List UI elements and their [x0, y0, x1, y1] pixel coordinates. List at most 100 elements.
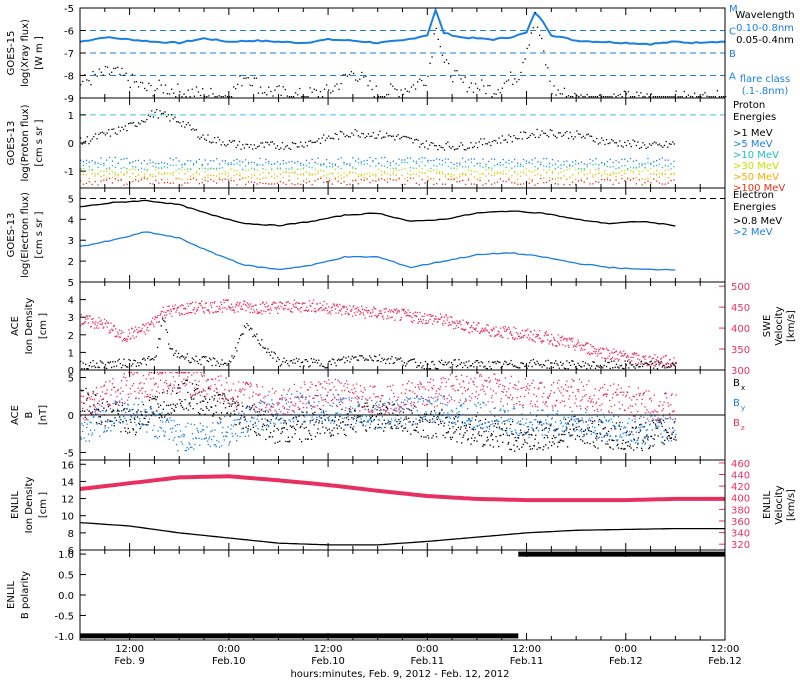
proton-series [291, 172, 293, 174]
proton-series [595, 180, 597, 183]
proton-series [210, 142, 212, 144]
series-b-component [278, 419, 280, 421]
series-ace-velocity [501, 336, 503, 338]
series-b-component [397, 427, 399, 429]
proton-series [250, 161, 253, 163]
series-xray-short [625, 93, 628, 95]
series-b-component [414, 429, 416, 431]
series-b-component [168, 421, 170, 423]
proton-series [618, 182, 620, 184]
series-ace-density [664, 367, 666, 369]
proton-series [337, 176, 339, 178]
proton-series [505, 180, 507, 183]
legend-item: >0.8 MeV [733, 216, 782, 227]
series-b-component [470, 443, 472, 445]
proton-series [204, 171, 206, 173]
series-xray-short [323, 88, 326, 90]
series-b-component [240, 432, 243, 434]
series-ace-velocity [579, 344, 581, 347]
series-xray-short [218, 95, 220, 97]
series-b-component [412, 407, 415, 409]
proton-series [126, 157, 128, 159]
series-b-component [400, 401, 403, 403]
series-b-component [316, 405, 319, 407]
series-ace-density [454, 359, 456, 361]
series-b-component [607, 430, 610, 432]
proton-series [528, 178, 530, 180]
series-b-component [582, 436, 584, 438]
series-xray-short [702, 94, 704, 96]
series-ace-velocity [612, 352, 614, 354]
series-ace-density [391, 355, 393, 358]
series-b-component [370, 419, 372, 422]
series-b-component [218, 417, 221, 419]
series-b-component [474, 428, 477, 430]
series-b-component [312, 414, 315, 416]
series-ace-velocity [428, 314, 430, 316]
series-ace-velocity [234, 306, 237, 308]
series-ace-velocity [261, 313, 263, 315]
series-b-component [398, 422, 401, 425]
series-b-component [572, 429, 575, 431]
proton-series [329, 137, 331, 139]
proton-series [627, 168, 629, 170]
series-ace-density [326, 366, 329, 369]
series-ace-density [147, 357, 149, 360]
series-ace-velocity [111, 328, 113, 330]
series-ace-velocity [272, 302, 274, 304]
series-b-component [80, 395, 82, 397]
series-b-component [82, 389, 84, 392]
series-b-component [317, 428, 319, 430]
series-b-component [633, 439, 635, 442]
series-b-component [480, 435, 483, 437]
proton-series [503, 139, 505, 141]
series-b-component [654, 423, 657, 425]
proton-series [566, 160, 568, 162]
proton-series [111, 160, 114, 162]
series-xray-short [404, 88, 406, 90]
proton-series [430, 178, 432, 180]
series-ace-velocity [639, 359, 641, 361]
series-ace-density [318, 359, 320, 361]
proton-series [276, 161, 279, 163]
series-b-component [412, 421, 415, 423]
series-ace-velocity [535, 336, 537, 338]
series-b-component [593, 445, 595, 447]
proton-series [546, 181, 548, 183]
series-ace-density [417, 365, 419, 367]
proton-series [563, 164, 565, 166]
proton-series [126, 183, 128, 185]
proton-series [632, 172, 635, 174]
proton-frame [79, 97, 726, 189]
proton-series [253, 162, 255, 164]
series-ace-density [496, 360, 499, 362]
series-b-component [92, 391, 94, 393]
series-b-component [101, 409, 104, 412]
series-ace-velocity [109, 331, 112, 333]
series-ace-velocity [172, 307, 174, 310]
proton-series [163, 172, 166, 174]
proton-series [519, 175, 522, 177]
series-ace-density [530, 359, 532, 362]
proton-series [653, 173, 655, 175]
proton-series [326, 181, 328, 183]
series-ace-velocity [375, 315, 377, 317]
proton-series [667, 146, 669, 148]
series-b-component [93, 408, 96, 410]
series-xray-short [491, 96, 493, 98]
proton-series [453, 178, 455, 181]
series-ace-density [135, 365, 138, 367]
series-b-component [644, 443, 646, 445]
series-ace-density [396, 359, 398, 361]
series-b-component [224, 435, 227, 437]
proton-series [357, 158, 360, 160]
series-ace-velocity [148, 324, 151, 326]
series-ace-velocity [643, 356, 645, 358]
series-b-component [288, 419, 290, 421]
proton-series [635, 166, 637, 168]
series-ace-velocity [611, 351, 613, 353]
series-b-component [555, 436, 557, 439]
proton-series [518, 137, 520, 140]
series-b-component [320, 408, 322, 411]
proton-series [372, 161, 374, 163]
